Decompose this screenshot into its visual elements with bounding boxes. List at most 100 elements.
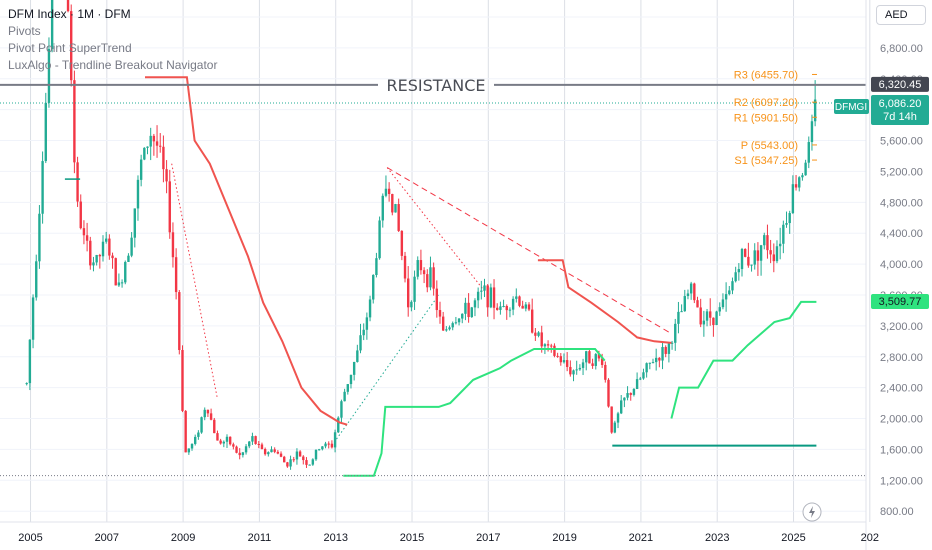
candle-body [279, 453, 283, 457]
candle-body [82, 228, 86, 236]
candle-body [508, 309, 512, 311]
candle-body [709, 311, 712, 318]
candle-body [85, 235, 89, 241]
candle-body [76, 162, 79, 202]
candle-body [181, 350, 184, 411]
candle-body [174, 257, 178, 293]
candle-body [321, 446, 324, 450]
trendline-1 [386, 167, 485, 292]
candle-body [381, 195, 384, 221]
candle-body [772, 254, 776, 262]
candle-body [162, 146, 165, 170]
candle-body [340, 401, 343, 418]
candle-body [626, 393, 629, 398]
legend-supertrend[interactable]: Pivot Point SuperTrend [8, 41, 132, 55]
legend: DFM Index · 1M · DFM Pivots Pivot Point … [8, 6, 217, 74]
candle-body [31, 297, 35, 340]
candle-body [518, 296, 521, 306]
candle-body [391, 194, 394, 213]
candle-body [95, 254, 98, 263]
candle-body [168, 181, 171, 233]
supertrend-up-line-3 [670, 300, 817, 419]
candle-body [441, 316, 445, 331]
axis-extras [802, 502, 822, 522]
candle-body [178, 292, 181, 351]
candle-body [756, 250, 760, 261]
candle-body [743, 248, 747, 257]
candle-body [73, 80, 76, 163]
resistance-price-tag-bg [871, 76, 929, 92]
candle-body [740, 248, 744, 270]
candle-body [114, 258, 117, 286]
supertrend-lines [64, 76, 817, 477]
candle-body [375, 258, 378, 276]
candle-body [623, 397, 626, 401]
candle-body [70, 11, 73, 81]
candle-body [804, 162, 807, 176]
candle-body [645, 363, 648, 373]
legend-title[interactable]: DFM Index · 1M · DFM [8, 7, 131, 21]
pivot-label: P (5543.00) [741, 140, 798, 152]
candle-body [66, 0, 70, 12]
candle-body [556, 355, 559, 357]
candle-body [209, 413, 213, 420]
candle-body [578, 367, 582, 370]
candle-body [232, 444, 235, 447]
candle-body [413, 276, 416, 302]
candle-body [257, 443, 260, 445]
candle-body [661, 347, 664, 361]
trendline-2 [171, 163, 218, 400]
candle-body [750, 264, 753, 266]
x-tick-label: 2009 [171, 532, 195, 544]
candle-body [658, 357, 661, 361]
currency-selector[interactable]: AED [876, 5, 926, 25]
x-tick-label: 202 [861, 532, 879, 544]
candle-body [152, 135, 156, 142]
candle-body [724, 294, 728, 300]
candle-body [349, 374, 353, 385]
candle-body [686, 293, 690, 297]
candle-body [569, 366, 572, 375]
candle-body [333, 432, 337, 448]
candle-body [343, 391, 346, 402]
candle-body [314, 449, 318, 460]
candle-body [108, 238, 111, 256]
candle-body [476, 291, 480, 301]
candle-body [683, 296, 686, 312]
candle-body [206, 409, 210, 414]
candle-body [241, 452, 245, 456]
candle-body [384, 188, 388, 196]
candle-body [728, 290, 731, 295]
candle-body [302, 456, 305, 461]
time-axis[interactable]: 2005 2007 2009 2011 2013 2015 2017 2019 2021 2023… [0, 521, 879, 544]
candle-body [457, 318, 461, 323]
candle-body [553, 345, 556, 356]
candle-body [527, 304, 531, 310]
candle-body [737, 269, 741, 273]
candlestick-series [25, 0, 817, 470]
legend-pivots[interactable]: Pivots [8, 24, 41, 38]
candle-body [712, 317, 715, 326]
candle-body [537, 332, 540, 336]
supertrend-down-line-2 [537, 259, 672, 344]
x-tick-label: 2007 [95, 532, 119, 544]
legend-luxalgo[interactable]: LuxAlgo - Trendline Breakout Navigator [8, 58, 218, 72]
candle-body [127, 255, 130, 262]
candle-body [120, 282, 124, 284]
candle-body [775, 246, 779, 262]
candle-body [184, 410, 187, 453]
x-tick-label: 2015 [400, 532, 424, 544]
candle-body [448, 327, 451, 330]
candle-body [807, 142, 810, 163]
candle-body [356, 350, 359, 362]
candle-body [782, 224, 785, 244]
candle-body [248, 441, 251, 447]
y-tick-label: 6,800.00 [880, 43, 923, 55]
candle-body [359, 335, 362, 351]
candle-body [200, 417, 203, 433]
trendline-3 [331, 294, 440, 446]
candle-body [454, 322, 458, 324]
candle-body [778, 243, 782, 247]
candle-body [372, 275, 375, 300]
